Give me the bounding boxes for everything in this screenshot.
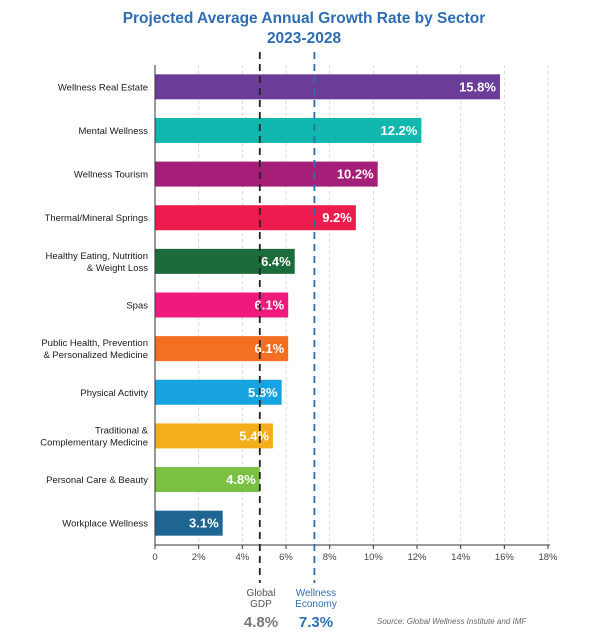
global-gdp-value: 4.8% <box>243 614 279 631</box>
global-gdp-name-line2: GDP <box>250 599 272 610</box>
category-label-line: Workplace Wellness <box>62 519 148 530</box>
x-tick-label: 4% <box>235 552 249 563</box>
bar <box>155 292 289 318</box>
category-label: Physical Activity <box>80 388 148 399</box>
data-label: 15.8% <box>459 79 496 94</box>
category-label-line: & Weight Loss <box>87 263 148 274</box>
bar <box>155 423 273 449</box>
category-label: Personal Care & Beauty <box>46 475 148 486</box>
category-label: Public Health, Prevention & Personalized … <box>41 338 148 361</box>
category-label: Healthy Eating, Nutrition & Weight Loss <box>46 251 149 274</box>
source-note: Source: Global Wellness Institute and IM… <box>377 617 527 626</box>
bar <box>155 336 289 362</box>
data-label: 6.1% <box>255 341 285 356</box>
data-label: 5.4% <box>239 428 269 443</box>
bar <box>155 467 260 493</box>
category-label: Wellness Real Estate <box>58 82 148 93</box>
data-label: 10.2% <box>337 167 374 182</box>
data-label: 3.1% <box>189 516 219 531</box>
category-label-line: Traditional & <box>95 425 149 436</box>
data-label: 4.8% <box>226 472 256 487</box>
x-tick-label: 12% <box>407 552 427 563</box>
category-label: Spas <box>126 301 148 312</box>
x-tick-label: 14% <box>451 552 471 563</box>
category-label-line: Wellness Tourism <box>74 170 148 181</box>
bar <box>155 74 500 100</box>
x-tick-label: 18% <box>538 552 558 563</box>
category-label-line: Healthy Eating, Nutrition <box>46 251 148 262</box>
x-tick-label: 10% <box>364 552 384 563</box>
bar <box>155 205 356 231</box>
chart-subtitle: 2023-2028 <box>266 30 342 47</box>
data-label: 6.4% <box>261 254 291 269</box>
wellness-economy-reference-label: Wellness Economy 7.3% <box>276 588 356 633</box>
category-label-line: Personal Care & Beauty <box>46 475 148 486</box>
bar <box>155 161 378 187</box>
global-gdp-reference-label: Global GDP 4.8% <box>221 588 301 633</box>
category-label-line: Physical Activity <box>80 388 148 399</box>
data-label: 5.8% <box>248 385 278 400</box>
category-label: Traditional & Complementary Medicine <box>40 425 148 448</box>
bar <box>155 510 223 536</box>
category-label-line: & Personalized Medicine <box>43 350 148 361</box>
data-label: 12.2% <box>380 123 417 138</box>
data-label: 6.1% <box>255 298 285 313</box>
category-label-line: Spas <box>126 301 148 312</box>
category-label: Wellness Tourism <box>74 170 148 181</box>
x-tick-label: 6% <box>279 552 293 563</box>
data-label: 9.2% <box>322 210 352 225</box>
wellness-economy-name-line2: Economy <box>295 599 337 610</box>
bar <box>155 248 295 274</box>
wellness-economy-name-line1: Wellness <box>295 588 337 599</box>
x-tick-label: 8% <box>323 552 337 563</box>
category-label: Mental Wellness <box>78 126 148 137</box>
category-label-line: Thermal/Mineral Springs <box>45 213 149 224</box>
x-tick-label: 2% <box>192 552 206 563</box>
category-label-line: Complementary Medicine <box>40 437 148 448</box>
x-tick-label: 0 <box>152 552 157 563</box>
category-label-line: Mental Wellness <box>78 126 148 137</box>
category-label: Workplace Wellness <box>62 519 148 530</box>
category-label-line: Public Health, Prevention <box>41 338 148 349</box>
bar <box>155 117 422 143</box>
x-tick-label: 16% <box>495 552 515 563</box>
global-gdp-name-line1: Global <box>246 588 276 599</box>
chart-title: Projected Average Annual Growth Rate by … <box>122 10 486 27</box>
category-label: Thermal/Mineral Springs <box>45 213 149 224</box>
wellness-economy-value: 7.3% <box>298 614 334 631</box>
category-label-line: Wellness Real Estate <box>58 82 148 93</box>
